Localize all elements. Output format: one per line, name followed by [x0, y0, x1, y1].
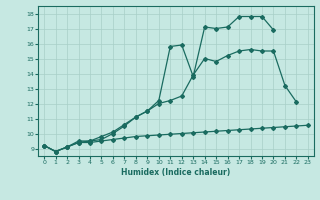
X-axis label: Humidex (Indice chaleur): Humidex (Indice chaleur): [121, 168, 231, 177]
